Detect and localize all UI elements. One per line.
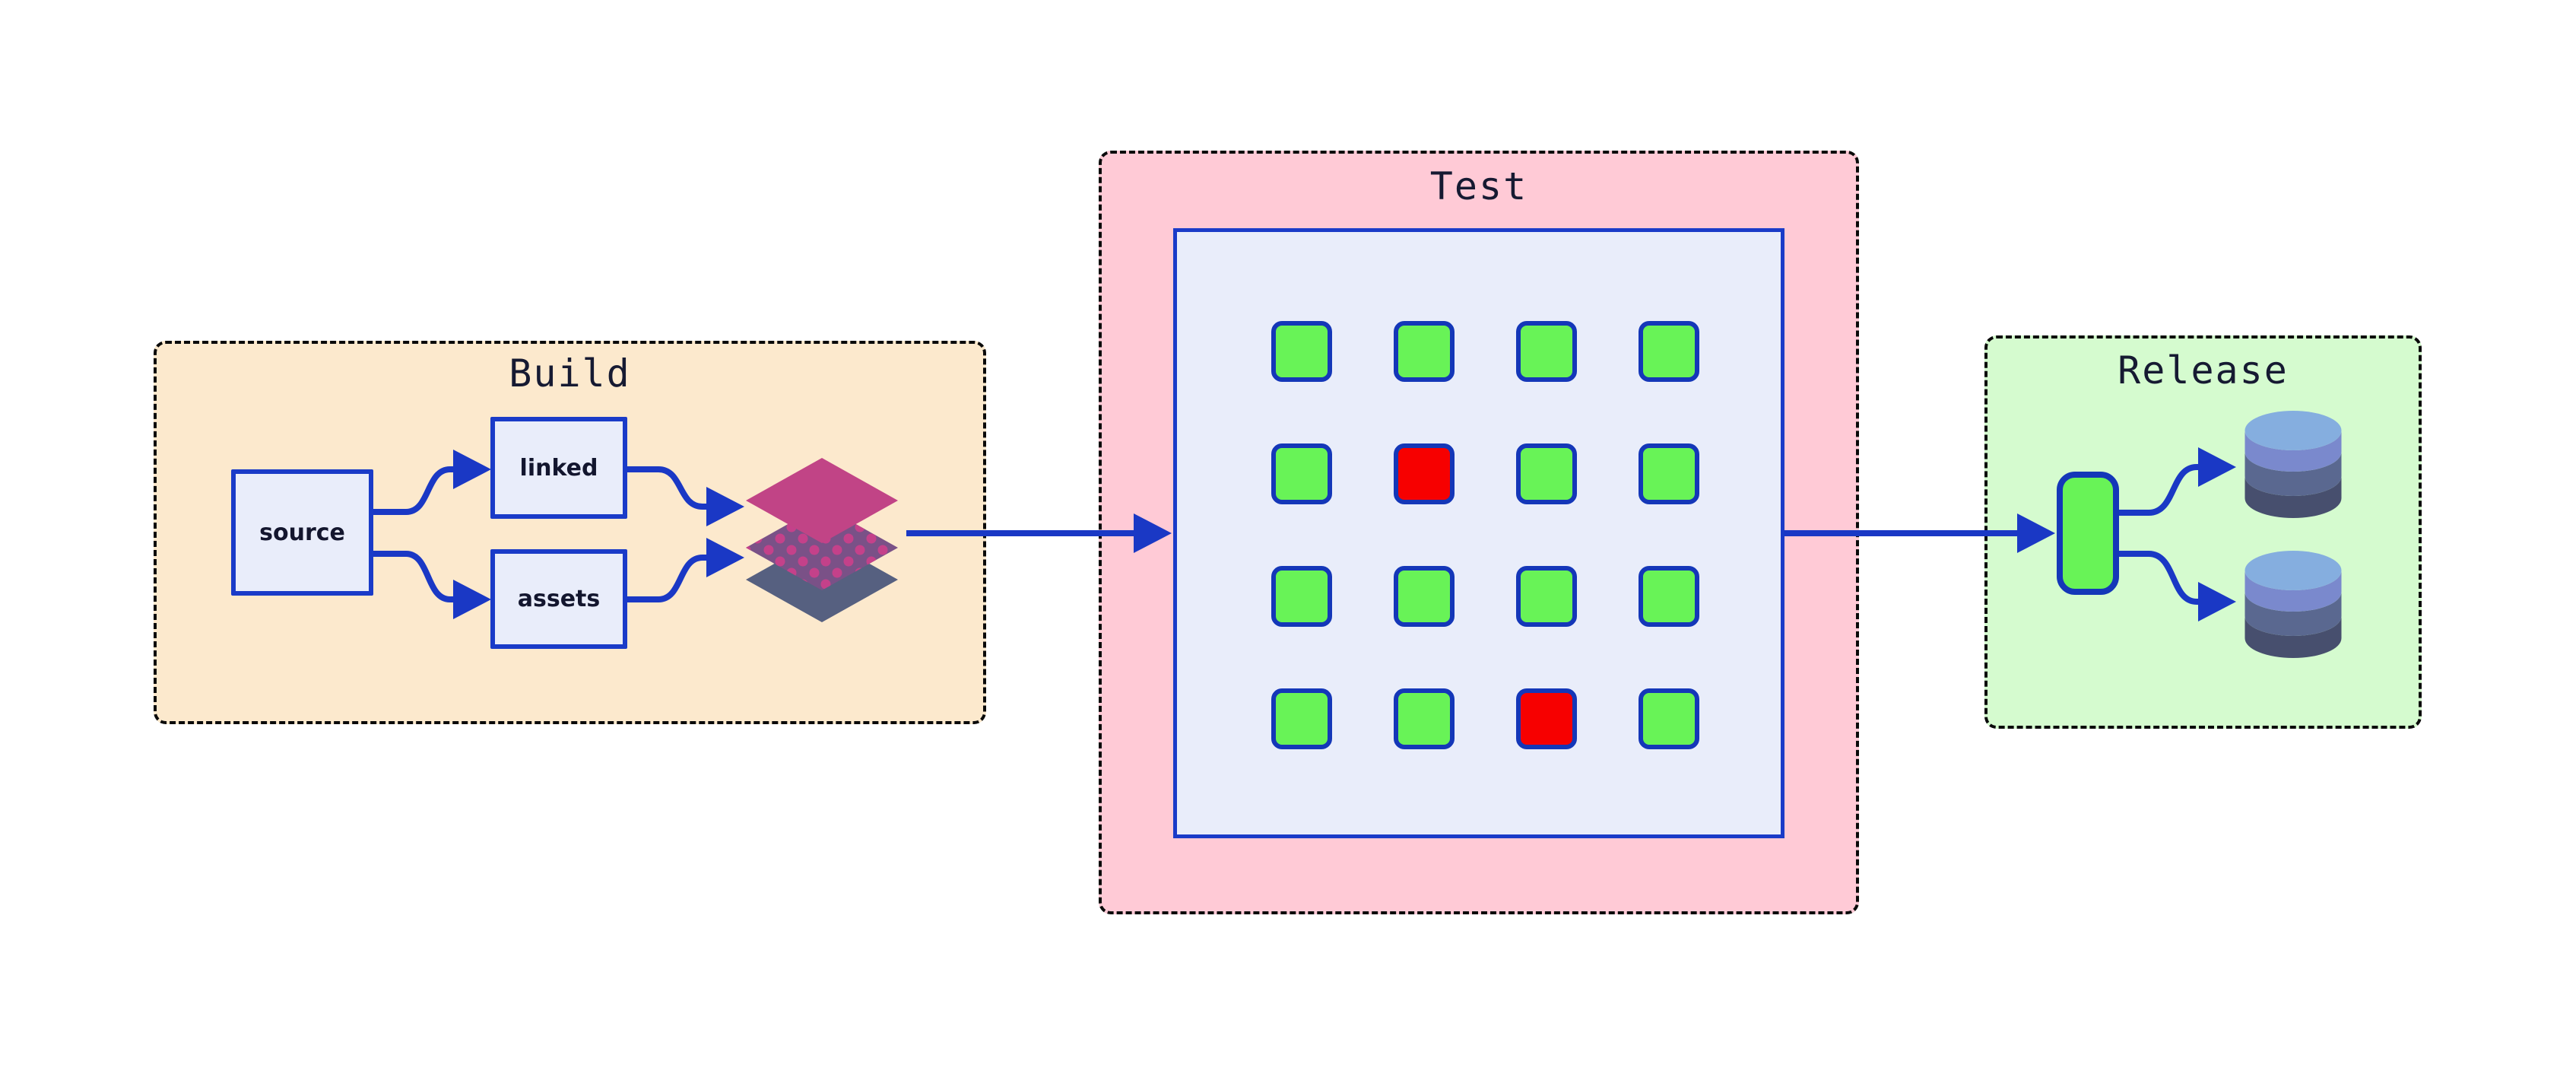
release-section — [1984, 335, 2422, 729]
layer-middle — [746, 505, 898, 590]
test-cell-pass — [1516, 443, 1577, 504]
test-cell-pass — [1271, 688, 1332, 749]
test-cell-pass — [1639, 688, 1699, 749]
layer-top — [746, 458, 898, 543]
test-cell-fail — [1394, 443, 1455, 504]
source-node-label: source — [259, 519, 345, 546]
database-icon — [2244, 551, 2342, 658]
test-title: Test — [1429, 164, 1528, 208]
test-cell-pass — [1271, 566, 1332, 627]
test-cell-pass — [1639, 566, 1699, 627]
database-icon — [2244, 411, 2342, 518]
layer-stack-icon — [746, 458, 898, 622]
test-cell-pass — [1394, 688, 1455, 749]
test-cell-pass — [1271, 321, 1332, 382]
test-cell-fail — [1516, 688, 1577, 749]
linked-node-label: linked — [519, 454, 598, 482]
release-artifact — [2057, 472, 2119, 595]
release-title: Release — [2118, 348, 2289, 393]
test-cell-pass — [1394, 566, 1455, 627]
test-cell-pass — [1271, 443, 1332, 504]
build-title: Build — [509, 351, 631, 396]
test-grid — [1271, 321, 1699, 749]
assets-node: assets — [490, 549, 627, 649]
source-node: source — [231, 469, 373, 596]
test-cell-pass — [1516, 566, 1577, 627]
test-cell-pass — [1639, 443, 1699, 504]
assets-node-label: assets — [517, 586, 601, 612]
test-cell-pass — [1394, 321, 1455, 382]
linked-node: linked — [490, 417, 627, 519]
test-cell-pass — [1516, 321, 1577, 382]
test-cell-pass — [1639, 321, 1699, 382]
